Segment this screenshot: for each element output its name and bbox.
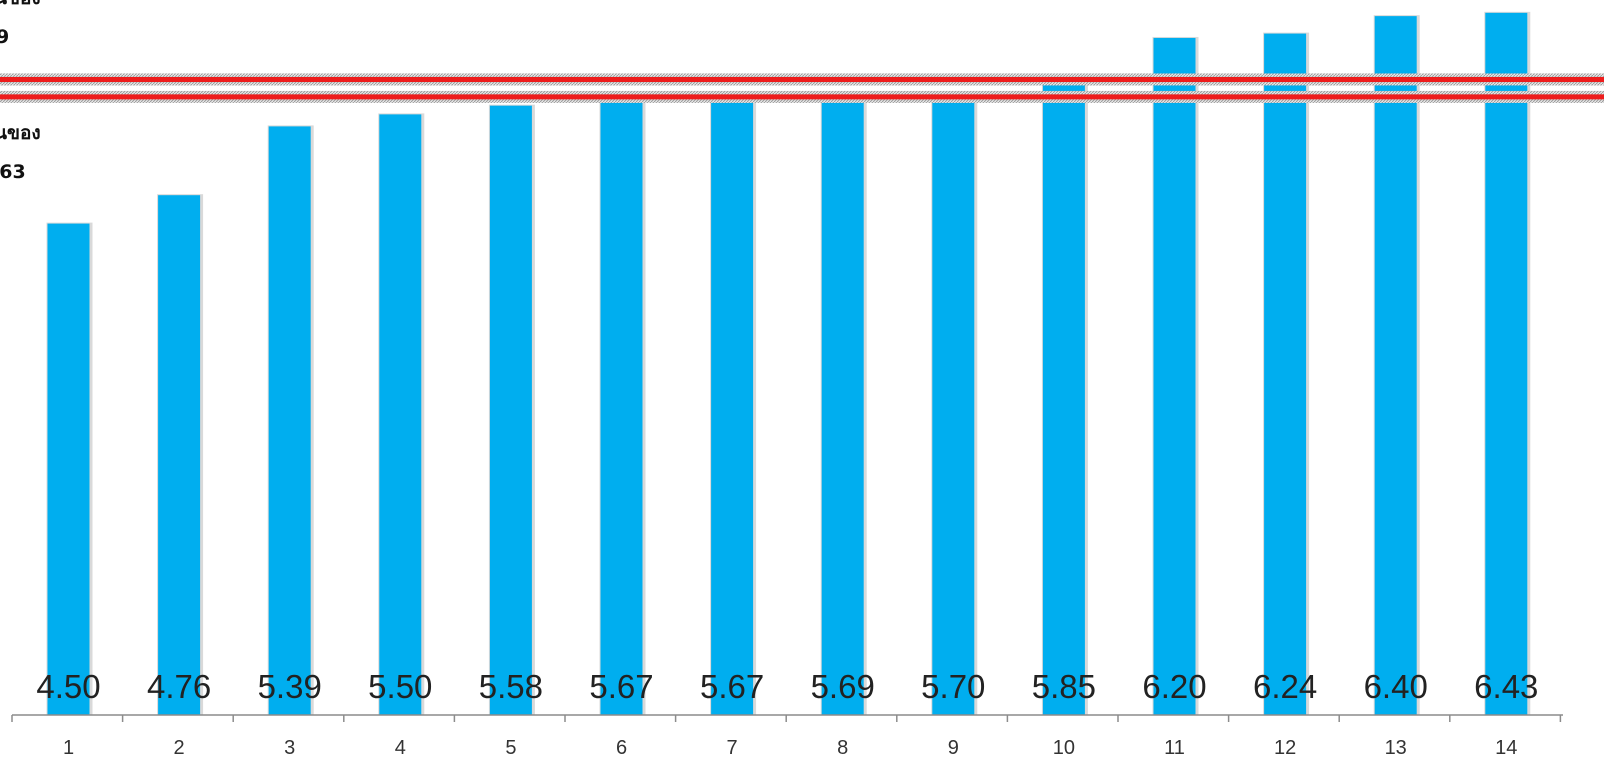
- bar-11: [1153, 37, 1196, 715]
- x-tick-label-12: 12: [1274, 737, 1296, 759]
- value-label-2: 4.76: [147, 668, 211, 705]
- side-label-upper-line2: 9: [0, 26, 9, 48]
- value-label-5: 5.58: [479, 668, 543, 705]
- value-label-14: 6.43: [1474, 668, 1538, 705]
- bar-10: [1042, 76, 1085, 716]
- bar-13: [1374, 16, 1417, 716]
- bar-12: [1264, 33, 1307, 716]
- bar-9: [932, 92, 975, 715]
- x-tick-label-11: 11: [1164, 737, 1185, 759]
- value-label-7: 5.67: [700, 668, 764, 705]
- side-label-lower-line1: นของ: [0, 122, 41, 144]
- value-label-9: 5.70: [921, 668, 985, 705]
- side-label-upper: นของ 9: [0, 0, 41, 48]
- value-label-3: 5.39: [258, 668, 322, 705]
- bar-6: [600, 95, 643, 715]
- x-tick-label-1: 1: [63, 737, 74, 759]
- bar-4: [379, 114, 422, 715]
- x-tick-label-5: 5: [505, 737, 516, 759]
- value-label-10: 5.85: [1032, 668, 1096, 705]
- bars-layer: [46, 11, 1531, 716]
- bar-14: [1485, 12, 1528, 716]
- side-label-upper-line1: นของ: [0, 0, 41, 9]
- bar-5: [489, 105, 532, 715]
- x-tick-label-13: 13: [1385, 737, 1407, 759]
- x-tick-label-3: 3: [284, 737, 295, 759]
- value-labels-layer: 4.50 4.76 5.39 5.50 5.58 5.67 5.67 5.69 5.70 5.85…: [36, 668, 1538, 705]
- x-tick-label-8: 8: [837, 737, 848, 759]
- x-axis: 1 2 3 4 5 6 7 8 9 10 11 12 13 14: [11, 714, 1563, 759]
- value-label-1: 4.50: [36, 668, 100, 705]
- value-label-13: 6.40: [1364, 668, 1428, 705]
- x-tick-label-14: 14: [1495, 737, 1517, 759]
- x-tick-label-4: 4: [395, 737, 406, 759]
- reference-lines-layer: [0, 73, 1604, 103]
- bar-1: [47, 223, 90, 715]
- bar-7: [711, 95, 754, 715]
- bar-2: [158, 195, 201, 715]
- bar-8: [821, 93, 864, 716]
- side-label-lower-line2: .63: [0, 161, 26, 183]
- x-tick-label-6: 6: [616, 737, 627, 759]
- value-label-11: 6.20: [1142, 668, 1206, 705]
- value-label-4: 5.50: [368, 668, 432, 705]
- value-label-12: 6.24: [1253, 668, 1317, 705]
- value-label-6: 5.67: [589, 668, 653, 705]
- x-tick-label-2: 2: [174, 737, 185, 759]
- x-tick-label-7: 7: [727, 737, 738, 759]
- bar-3: [268, 126, 311, 716]
- side-label-lower: นของ .63: [0, 122, 41, 183]
- x-tick-label-9: 9: [948, 737, 959, 759]
- value-label-8: 5.69: [811, 668, 875, 705]
- x-tick-label-10: 10: [1053, 737, 1075, 759]
